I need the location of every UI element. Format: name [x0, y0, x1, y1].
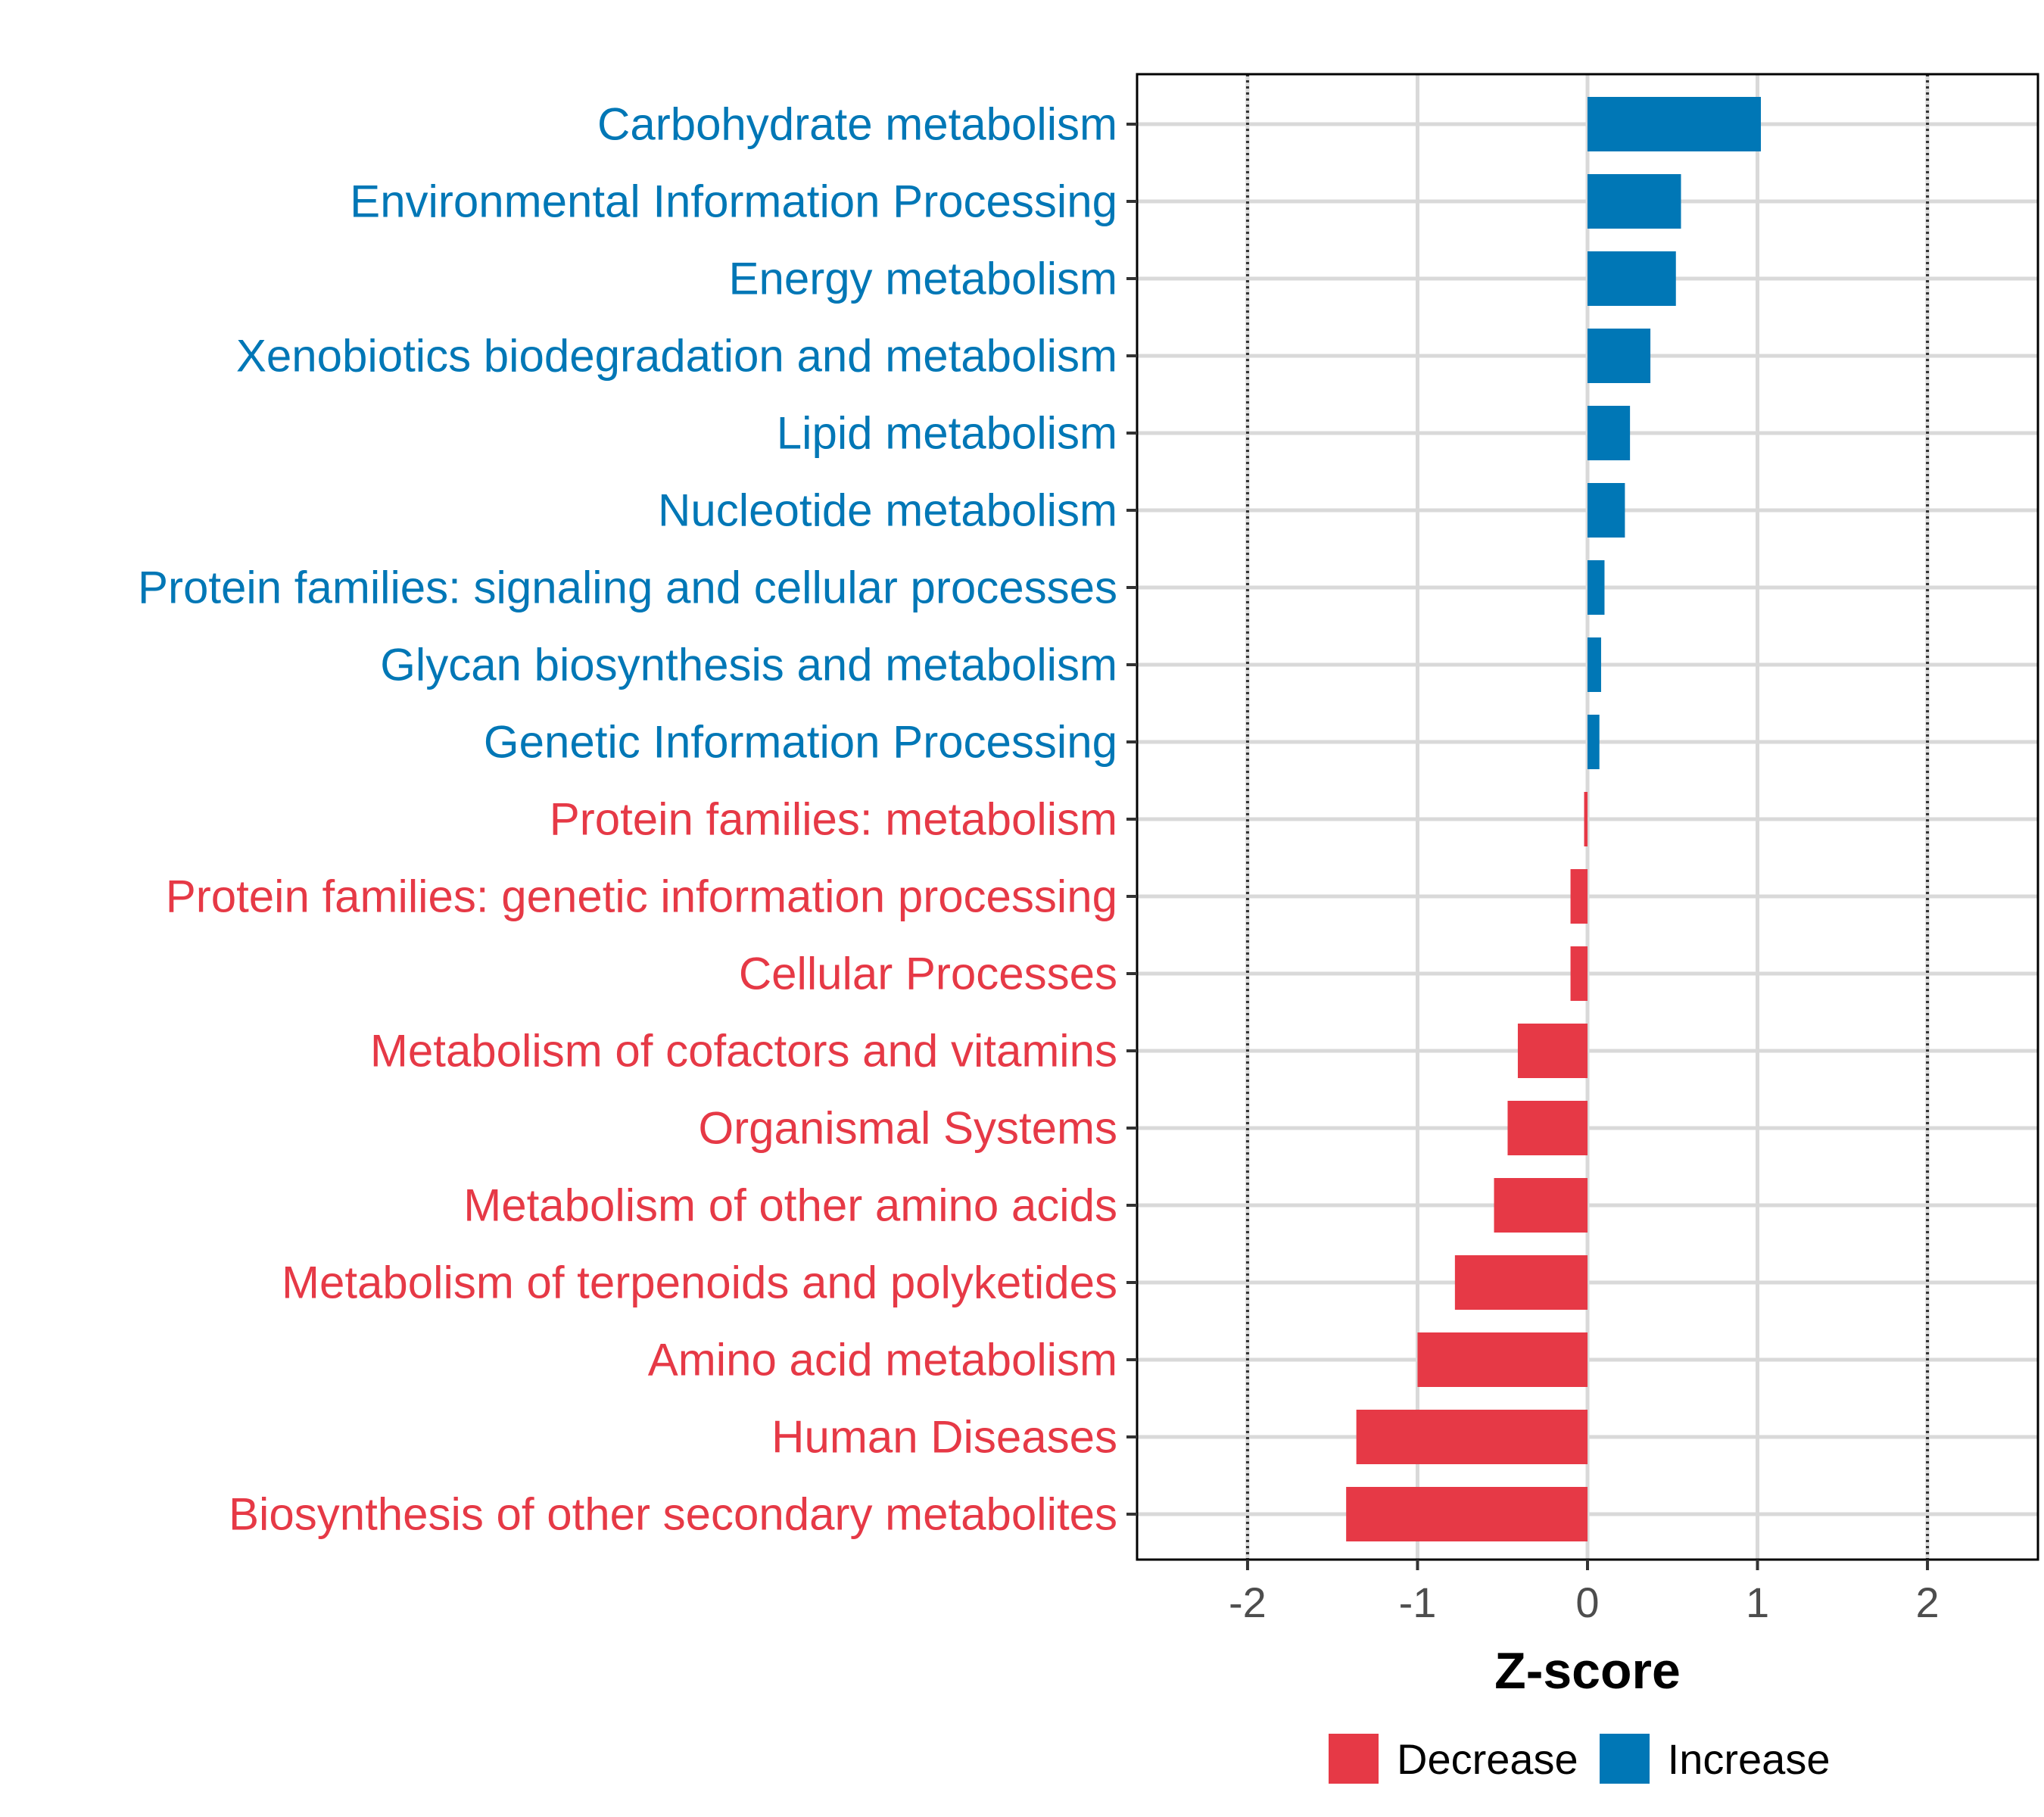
category-label: Environmental Information Processing	[350, 176, 1117, 227]
category-label: Biosynthesis of other secondary metaboli…	[229, 1489, 1117, 1540]
legend-swatch-decrease	[1329, 1734, 1379, 1784]
x-tick-label: 0	[1575, 1579, 1599, 1626]
category-label: Human Diseases	[771, 1412, 1117, 1463]
x-axis-title: Z-score	[1494, 1642, 1681, 1700]
category-label: Energy metabolism	[728, 254, 1117, 304]
category-label: Protein families: genetic information pr…	[166, 871, 1117, 922]
bar	[1507, 1101, 1588, 1155]
bar	[1417, 1332, 1588, 1387]
category-label: Carbohydrate metabolism	[597, 99, 1117, 150]
bar	[1584, 792, 1588, 846]
bar	[1517, 1024, 1588, 1078]
category-label: Glycan biosynthesis and metabolism	[380, 640, 1117, 690]
legend-swatch-increase	[1599, 1734, 1650, 1784]
bar	[1494, 1178, 1588, 1233]
category-label: Genetic Information Processing	[484, 717, 1117, 768]
bar	[1346, 1487, 1588, 1541]
bar	[1588, 174, 1681, 229]
bar	[1588, 329, 1651, 383]
category-label: Protein families: metabolism	[550, 794, 1117, 845]
x-tick-label: 2	[1915, 1579, 1939, 1626]
bar	[1588, 483, 1625, 538]
x-tick-label: -1	[1399, 1579, 1437, 1626]
category-label: Protein families: signaling and cellular…	[138, 563, 1117, 613]
bar	[1588, 251, 1676, 306]
bar	[1588, 637, 1601, 692]
x-tick-label: -2	[1229, 1579, 1267, 1626]
category-label: Metabolism of other amino acids	[463, 1180, 1117, 1231]
legend-label-increase: Increase	[1667, 1734, 1831, 1783]
bar	[1588, 715, 1600, 769]
category-label: Metabolism of terpenoids and polyketides	[282, 1258, 1117, 1308]
legend-item-decrease: Decrease	[1329, 1734, 1578, 1784]
legend-item-increase: Increase	[1599, 1734, 1831, 1784]
bar	[1588, 97, 1762, 151]
category-label: Amino acid metabolism	[648, 1335, 1117, 1385]
category-label: Lipid metabolism	[777, 408, 1117, 459]
bar	[1356, 1410, 1588, 1464]
category-label: Xenobiotics biodegradation and metabolis…	[236, 331, 1117, 382]
category-label: Metabolism of cofactors and vitamins	[370, 1026, 1117, 1077]
category-label: Nucleotide metabolism	[658, 485, 1117, 536]
bar	[1570, 946, 1588, 1001]
bar	[1570, 869, 1588, 924]
category-label: Organismal Systems	[699, 1103, 1117, 1154]
x-tick-label: 1	[1746, 1579, 1769, 1626]
legend: Decrease Increase	[1329, 1734, 1851, 1784]
category-label: Cellular Processes	[739, 949, 1117, 999]
legend-label-decrease: Decrease	[1397, 1734, 1578, 1783]
bar	[1454, 1255, 1588, 1310]
bar	[1588, 406, 1631, 460]
bar	[1588, 560, 1605, 615]
